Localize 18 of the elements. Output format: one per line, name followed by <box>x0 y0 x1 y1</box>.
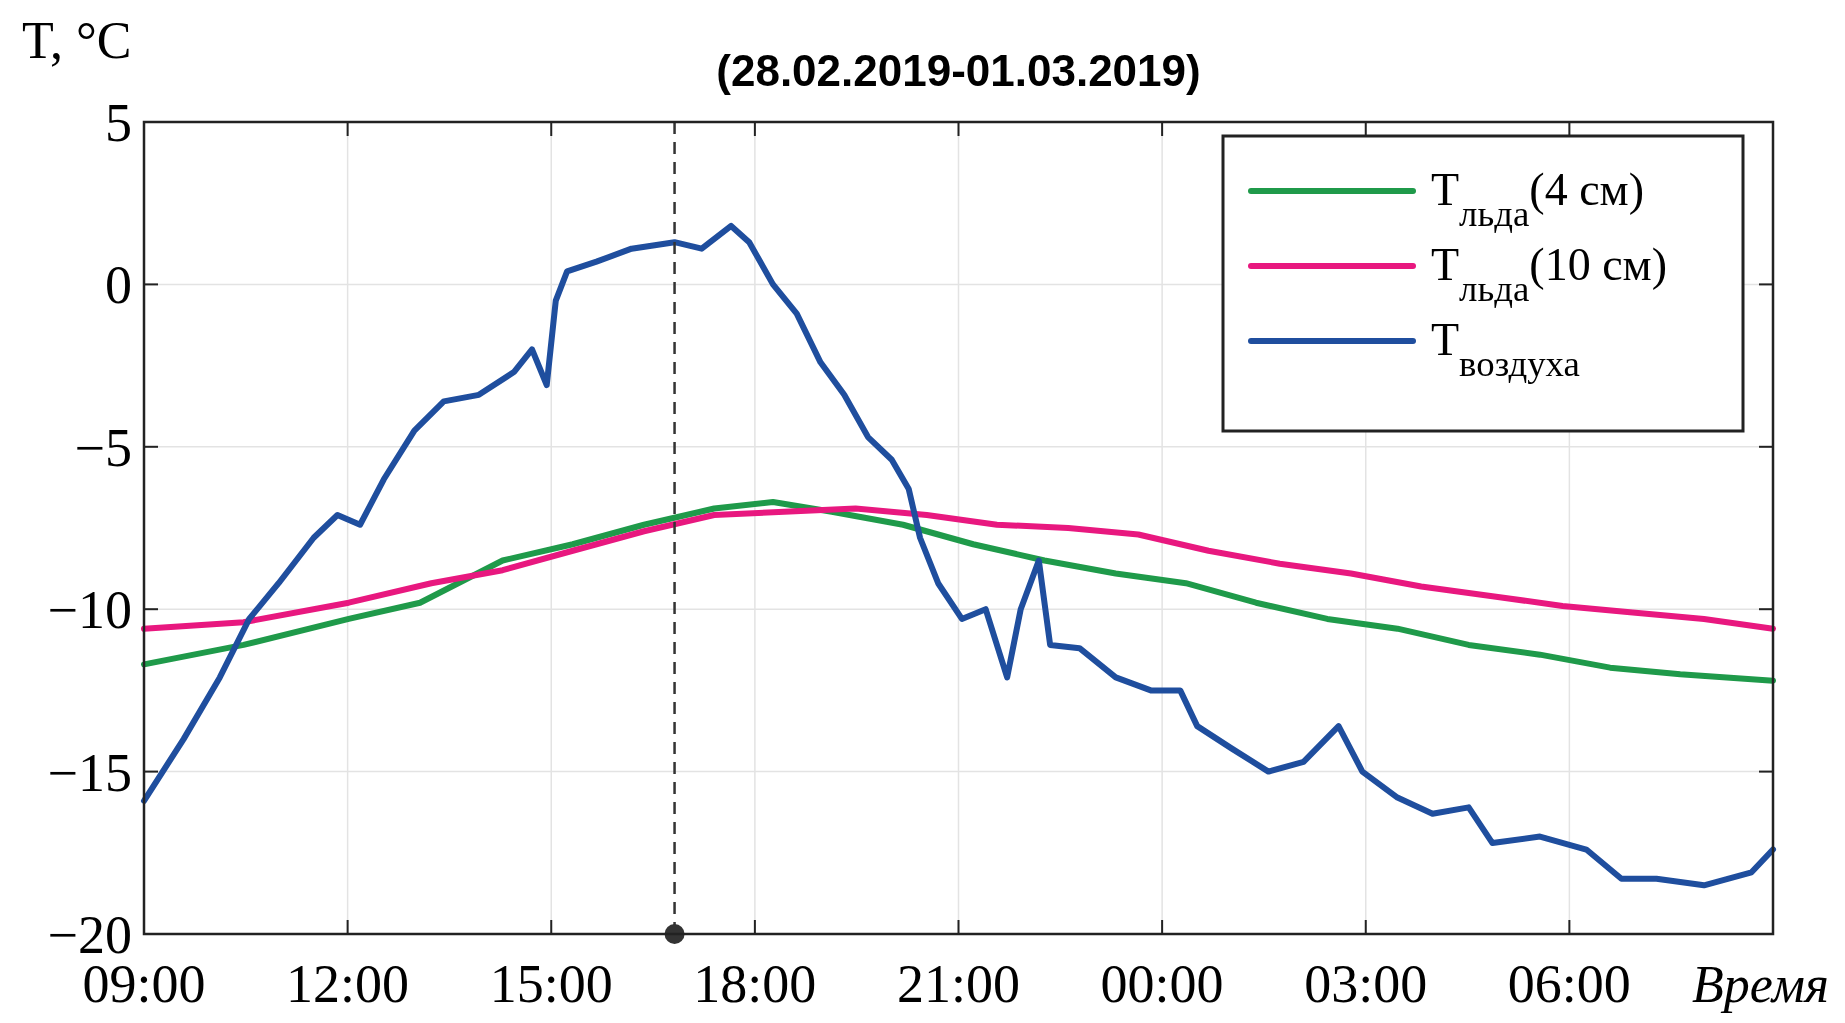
x-tick-label: 21:00 <box>896 954 1021 1014</box>
legend-label: T$_{воздуха}$ <box>1431 314 1580 384</box>
chart-title: (28.02.2019-01.03.2019) <box>716 46 1201 95</box>
x-tick-label: 15:00 <box>489 954 613 1014</box>
x-tick-label: 06:00 <box>1507 954 1631 1014</box>
y-tick-label: −5 <box>74 417 132 478</box>
y-axis-title: T, °C <box>22 12 132 69</box>
legend-label: T$_{льда}$(4 см) <box>1431 164 1644 234</box>
x-tick-label: 12:00 <box>286 954 410 1014</box>
x-tick-label: 00:00 <box>1100 954 1224 1014</box>
legend-label: T$_{льда}$(10 см) <box>1431 239 1667 309</box>
y-tick-label: 0 <box>105 255 132 316</box>
y-tick-label: 5 <box>105 92 132 153</box>
x-tick-label: 18:00 <box>693 954 817 1014</box>
y-tick-label: −15 <box>47 742 132 803</box>
y-tick-label: −10 <box>47 580 132 641</box>
x-axis-title: Время <box>1692 956 1829 1013</box>
x-tick-label: 03:00 <box>1304 954 1428 1014</box>
